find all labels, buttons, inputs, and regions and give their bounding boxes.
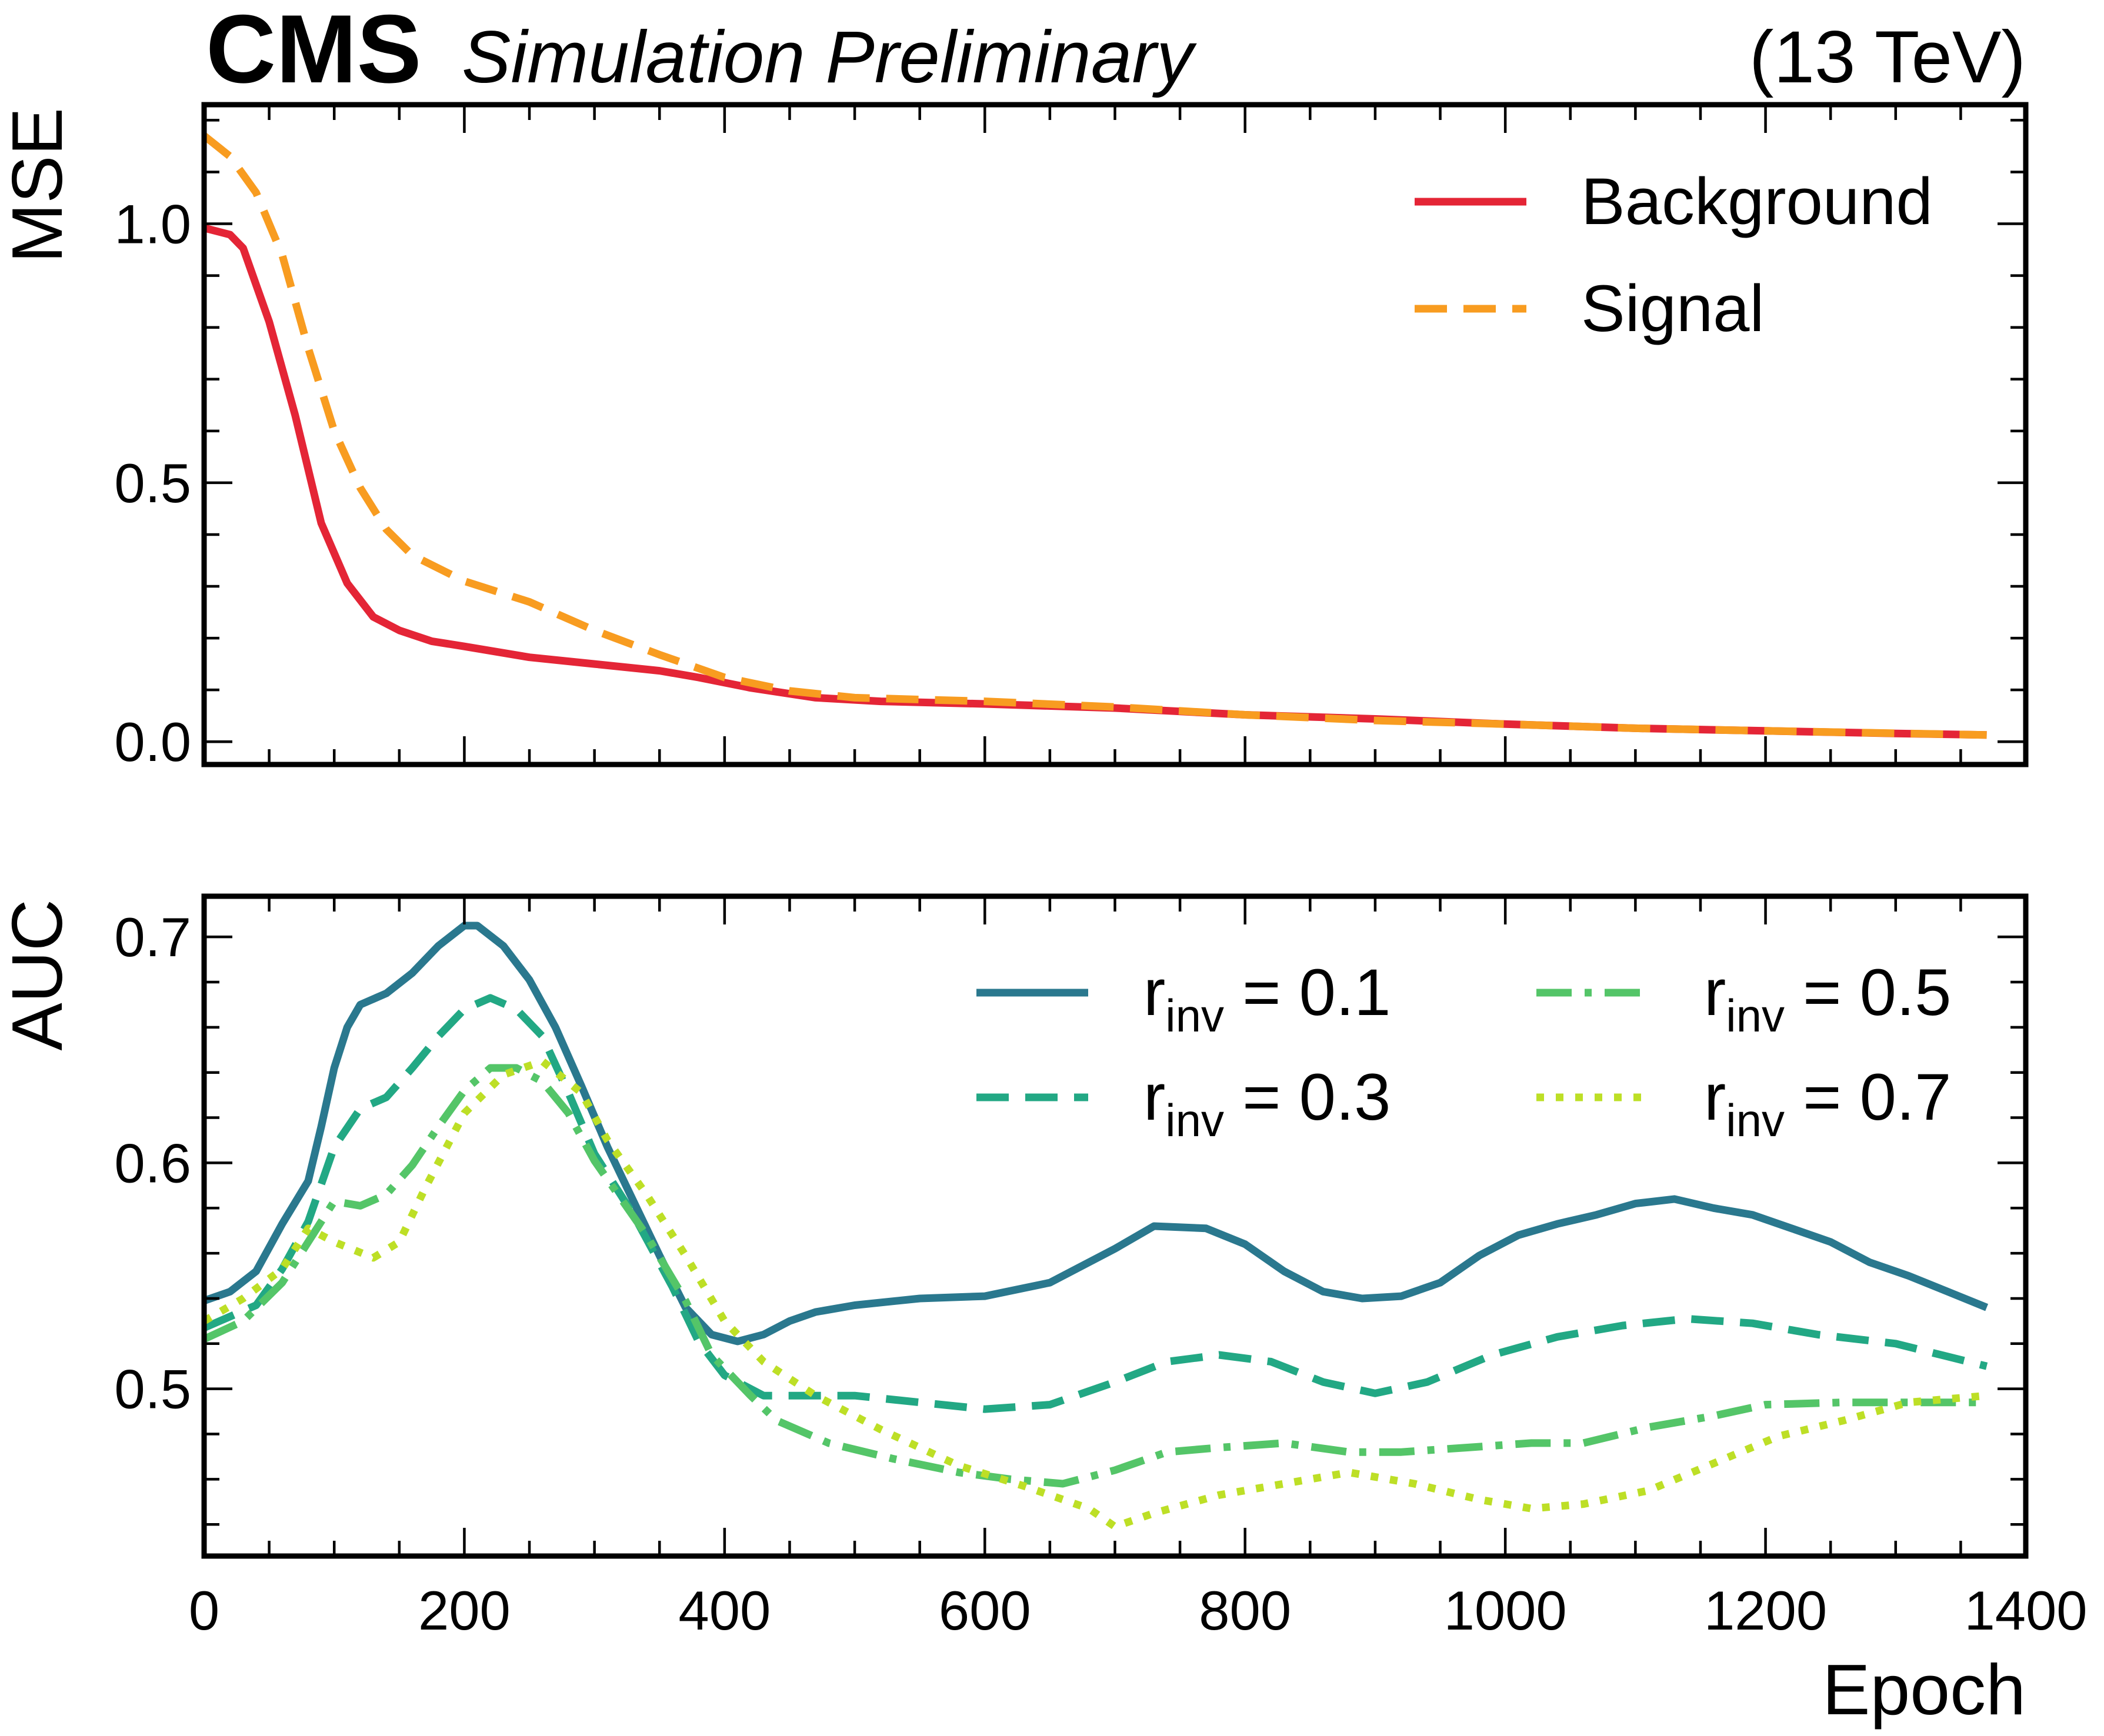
x-tick-label: 800	[1199, 1580, 1291, 1641]
legend-label-3: rinv = 0.7	[1704, 1060, 1951, 1146]
y-tick-label: 0.7	[114, 906, 191, 968]
auc-panel: 0 200 400 600 800 1000 1200 1400 0.5 0.6 0.7 AUC Epo…	[0, 893, 2088, 1730]
y-tick-label: 0.5	[114, 452, 191, 514]
series-line-1	[204, 994, 1988, 1413]
cms-label: CMS	[206, 0, 422, 103]
legend-label-1: Signal	[1581, 272, 1764, 345]
legend-label-value: = 0.7	[1785, 1060, 1951, 1134]
legend-label-0: Background	[1581, 165, 1933, 238]
legend-label-value: = 0.3	[1224, 1060, 1391, 1134]
energy-label: (13 TeV)	[1749, 16, 2026, 98]
x-axis-label: Epoch	[1822, 1650, 2026, 1730]
series-line-0	[204, 224, 1987, 739]
legend-label-subscript: inv	[1165, 990, 1224, 1041]
y-tick-label: 0.0	[114, 711, 191, 773]
legend-label-base: r	[1704, 1060, 1726, 1134]
y-tick-label: 1.0	[114, 193, 191, 255]
x-tick-label: 400	[678, 1580, 771, 1641]
legend-label-subscript: inv	[1726, 990, 1785, 1041]
series-line-2	[204, 1064, 1987, 1488]
legend-label-value: = 0.5	[1785, 956, 1951, 1029]
x-tick-label: 0	[189, 1580, 219, 1641]
legend-label-1: rinv = 0.3	[1143, 1060, 1391, 1146]
mse-panel: 0.0 0.5 1.0 MSE Background Signal	[0, 102, 2029, 773]
legend-label-2: rinv = 0.5	[1704, 956, 1951, 1041]
legend-label-value: = 0.1	[1224, 956, 1391, 1029]
simulation-preliminary-label: Simulation Preliminary	[462, 16, 1197, 98]
legend-label-subscript: inv	[1726, 1094, 1785, 1146]
y-axis-label: AUC	[0, 899, 77, 1051]
x-tick-label: 1200	[1704, 1580, 1827, 1641]
legend-label-base: r	[1143, 1060, 1165, 1134]
x-tick-label: 1400	[1964, 1580, 2087, 1641]
y-tick-label: 0.5	[114, 1358, 191, 1420]
series-line-3	[204, 1057, 1988, 1531]
legend-label-base: r	[1704, 956, 1726, 1029]
legend-label-0: rinv = 0.1	[1143, 956, 1391, 1041]
series-line-1	[204, 132, 1987, 739]
x-tick-label: 200	[418, 1580, 511, 1641]
legend-label-subscript: inv	[1165, 1094, 1224, 1146]
legend-label-base: r	[1143, 956, 1165, 1029]
y-tick-label: 0.6	[114, 1132, 191, 1194]
x-tick-label: 1000	[1444, 1580, 1567, 1641]
legend: Background Signal	[1415, 165, 1933, 345]
y-axis-label: MSE	[0, 108, 77, 263]
x-tick-label: 600	[939, 1580, 1031, 1641]
series-line-0	[204, 922, 1989, 1346]
